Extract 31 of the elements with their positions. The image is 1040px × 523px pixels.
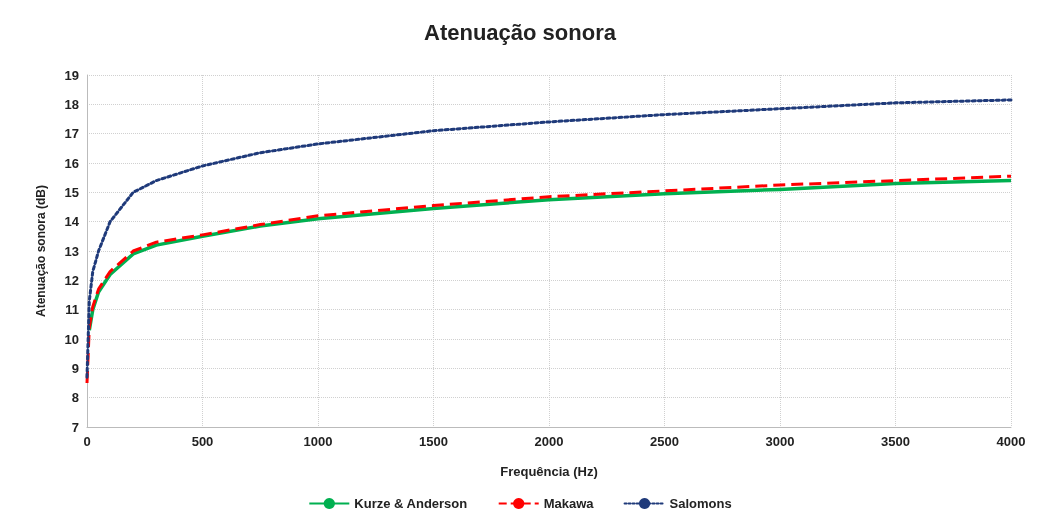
x-tick-label: 3500	[881, 434, 910, 449]
x-tick-label: 500	[191, 434, 214, 449]
y-tick-label: 9	[71, 360, 79, 376]
y-tick-label: 16	[64, 155, 79, 171]
x-tick-label: 2000	[534, 434, 564, 449]
y-tick-label: 12	[64, 272, 79, 288]
y-tick-label: 15	[64, 184, 79, 200]
x-tick-label: 3000	[765, 434, 795, 449]
x-tick-label: 1500	[419, 434, 448, 449]
y-tick-label: 19	[64, 67, 79, 83]
line-series	[85, 174, 1013, 385]
y-tick-label: 13	[64, 243, 79, 259]
chart-title: Atenuação sonora	[424, 19, 617, 45]
y-tick-label: 7	[71, 419, 79, 435]
y-tick-label: 17	[64, 126, 79, 142]
line-series	[85, 98, 1013, 379]
y-axis-title: Atenuação sonora (dB)	[34, 184, 48, 318]
y-tick-label: 10	[64, 331, 79, 347]
y-tick-label: 8	[71, 390, 79, 406]
x-tick-label: 0	[83, 434, 91, 449]
x-axis-title: Frequência (Hz)	[500, 464, 598, 479]
x-tick-label: 1000	[303, 434, 333, 449]
y-tick-label: 14	[64, 214, 80, 230]
x-tick-label: 4000	[996, 434, 1026, 449]
x-tick-label: 2500	[650, 434, 679, 449]
y-tick-label: 18	[64, 96, 79, 112]
legend-label: Salomons	[669, 496, 732, 511]
legend-label: Kurze & Anderson	[354, 496, 468, 511]
line-series	[87, 178, 1013, 332]
y-tick-label: 11	[65, 302, 79, 318]
legend-label: Makawa	[543, 496, 595, 511]
